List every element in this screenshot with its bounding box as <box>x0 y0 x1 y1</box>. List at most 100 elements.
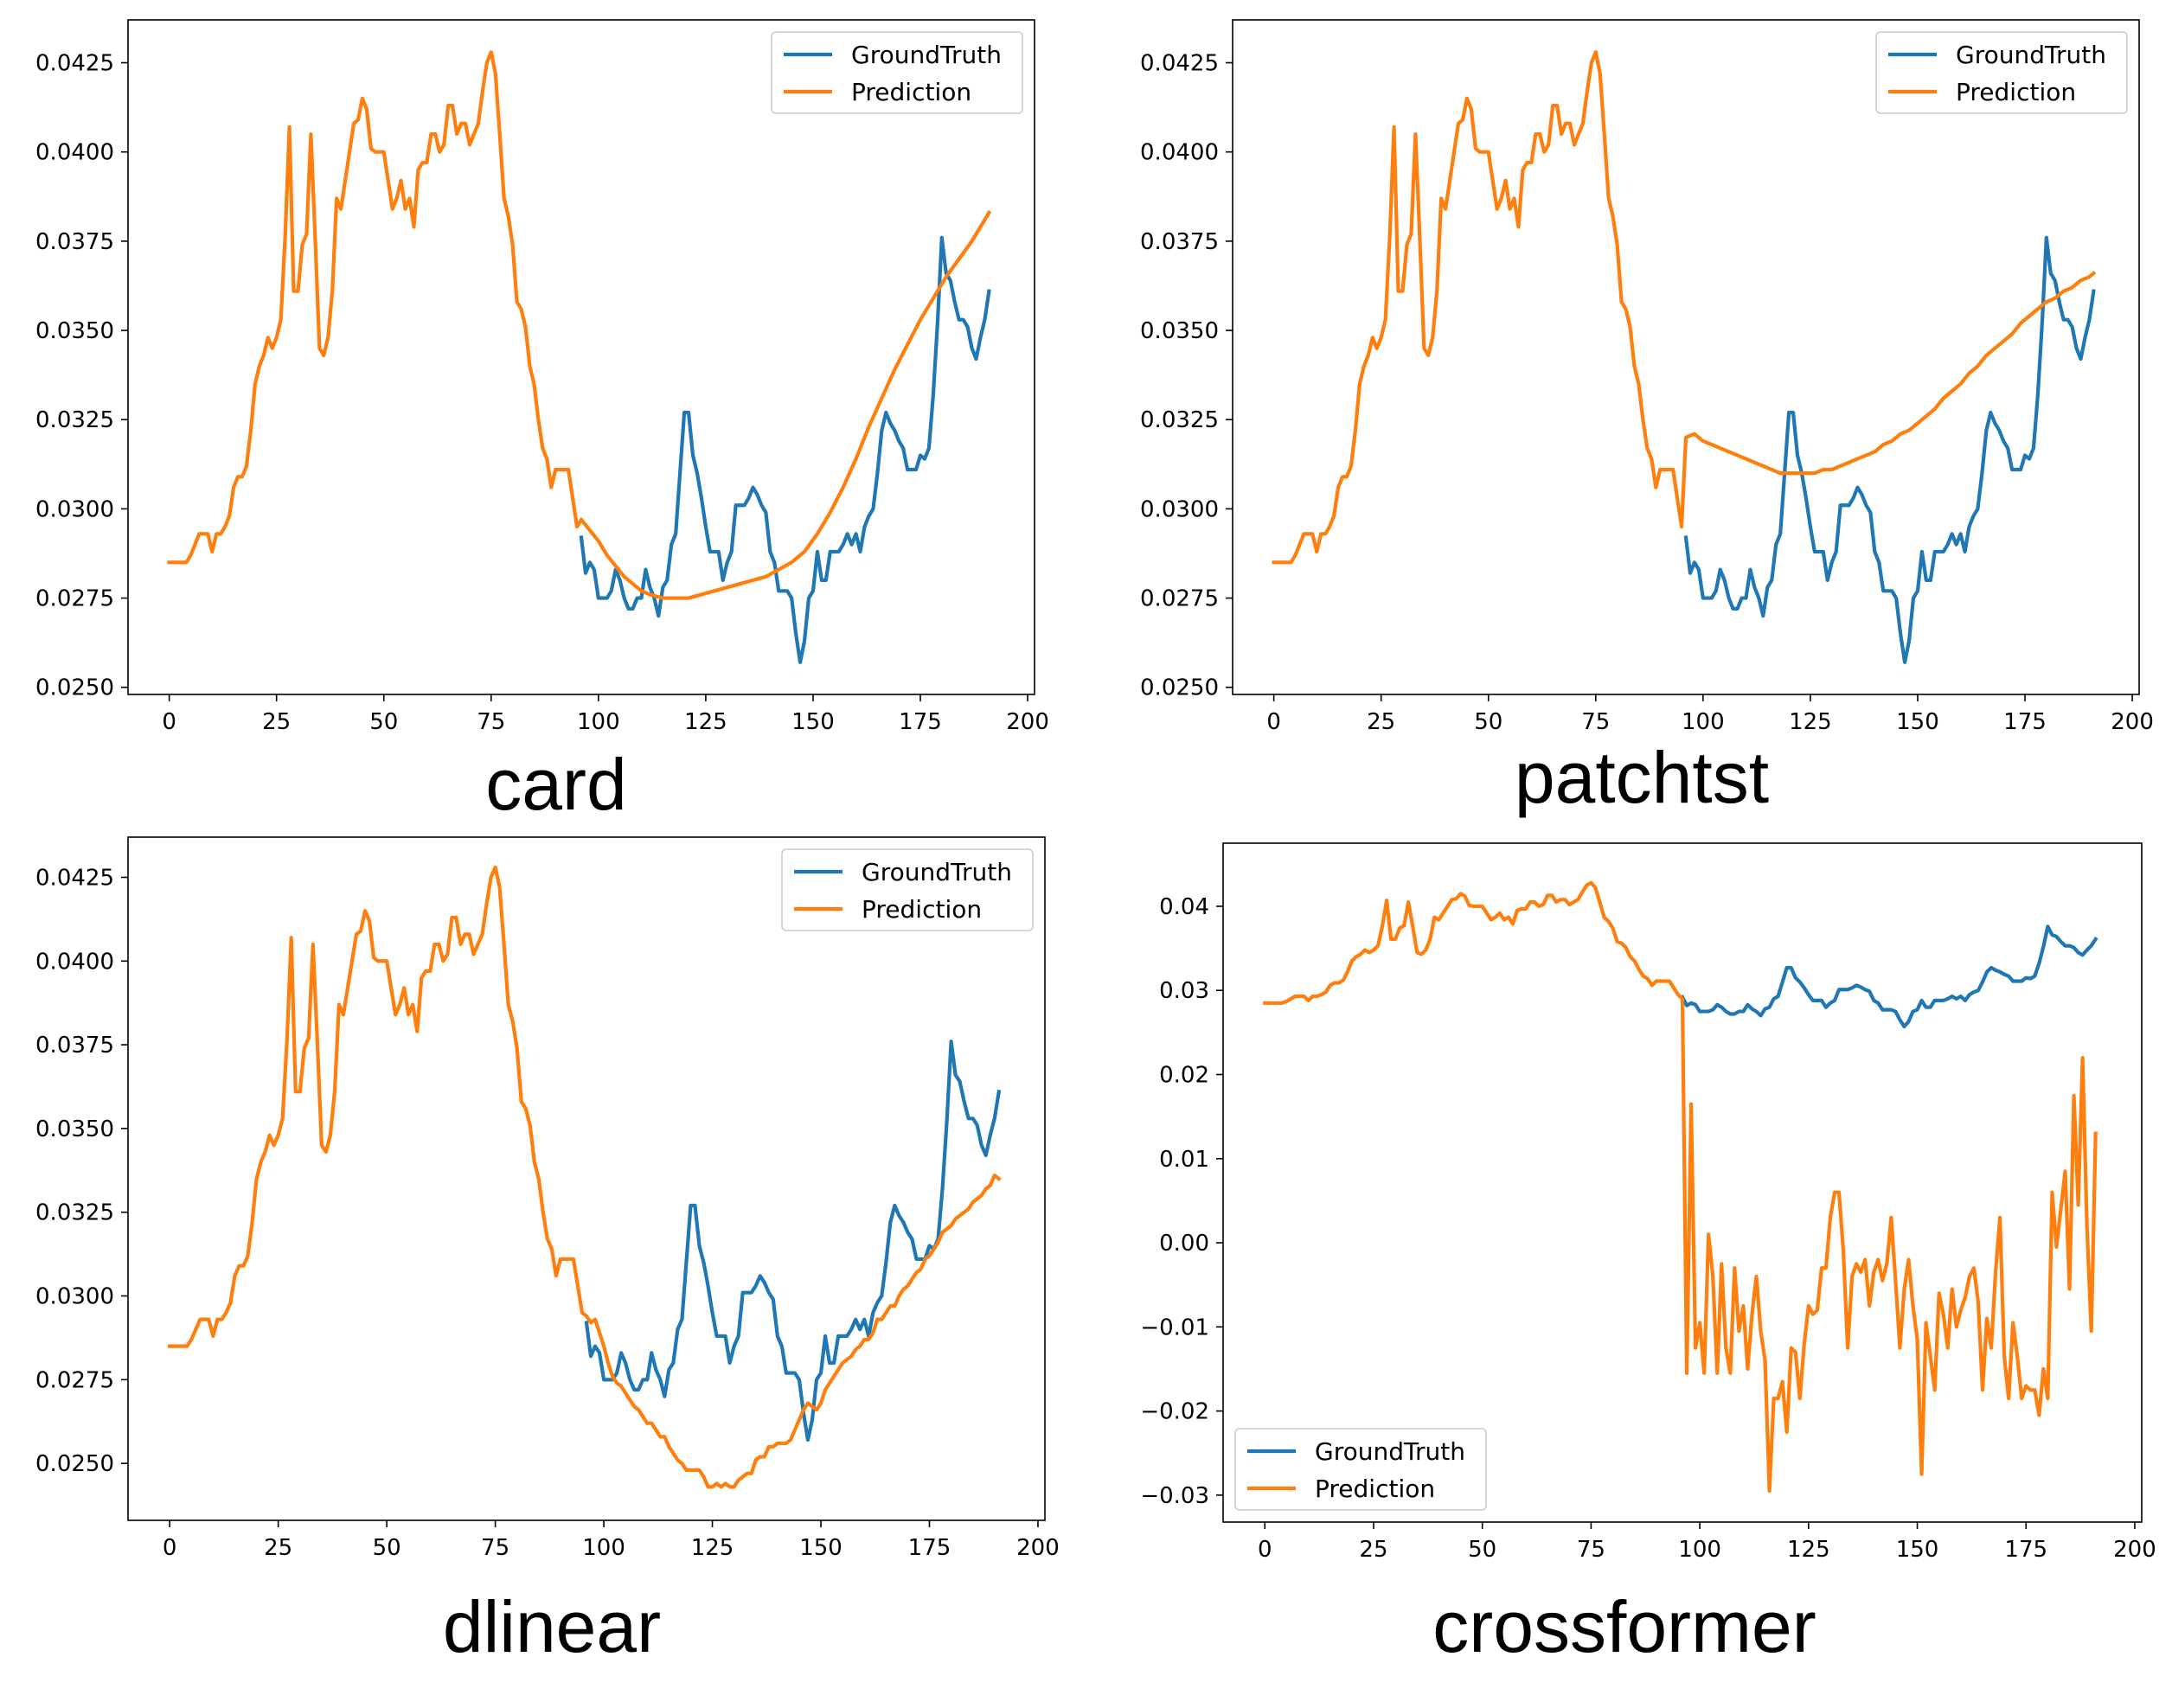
x-tick-label: 25 <box>264 1535 292 1561</box>
x-tick-label: 125 <box>1789 709 1832 735</box>
y-tick-label: 0.0325 <box>1140 407 1219 433</box>
y-tick-label: 0.0350 <box>35 1116 114 1142</box>
x-tick-label: 75 <box>481 1535 509 1561</box>
x-tick-label: 200 <box>2111 709 2154 735</box>
panel-card: card 0 25 50 75 100 125 150 175 200 0.0250 0.0275 0… <box>35 19 1049 825</box>
legend: GroundTruth Prediction <box>1875 31 2128 114</box>
y-tick-label: 0.0325 <box>35 1200 114 1226</box>
x-tick-label: 25 <box>1359 1537 1387 1563</box>
axes-frame <box>1232 19 2140 695</box>
x-tick-label: 0 <box>1266 709 1281 735</box>
legend-box <box>771 31 1023 114</box>
x-tick-label: 175 <box>2004 1537 2047 1563</box>
series-line-prediction <box>168 865 1002 1489</box>
x-tick-label: 150 <box>1896 709 1939 735</box>
x-tick-label: 50 <box>1474 709 1502 735</box>
y-tick-label: 0.01 <box>1159 1147 1209 1173</box>
y-tick-label: 0.0275 <box>35 1367 114 1393</box>
y-tick-label: −0.03 <box>1140 1483 1209 1509</box>
y-tick-label: 0.0425 <box>1140 51 1219 77</box>
x-tick-label: 125 <box>691 1535 734 1561</box>
series-line-groundtruth <box>1683 235 2096 664</box>
y-tick-label: 0.0400 <box>35 949 114 975</box>
legend: GroundTruth Prediction <box>771 31 1023 114</box>
axes-frame <box>127 19 1035 695</box>
caption-dlinear: dlinear <box>443 1586 661 1667</box>
axes-frame <box>127 836 1046 1521</box>
x-tick-label: 100 <box>582 1535 625 1561</box>
series-line-prediction <box>1263 880 2098 1494</box>
x-tick-label: 200 <box>1016 1535 1060 1561</box>
legend: GroundTruth Prediction <box>1234 1428 1487 1511</box>
y-tick-label: 0.0250 <box>1140 675 1219 701</box>
legend-label-prediction: Prediction <box>862 895 982 924</box>
y-tick-label: 0.0300 <box>1140 496 1219 522</box>
x-tick-label: 200 <box>1006 709 1049 735</box>
x-tick-label: 150 <box>799 1535 843 1561</box>
y-tick-label: 0.0375 <box>35 1033 114 1059</box>
legend-label-prediction: Prediction <box>1315 1475 1435 1503</box>
legend-label-groundtruth: GroundTruth <box>862 858 1012 886</box>
x-tick-label: 25 <box>1367 709 1395 735</box>
x-tick-label: 125 <box>1787 1537 1830 1563</box>
x-tick-label: 175 <box>2003 709 2047 735</box>
y-tick-label: −0.01 <box>1140 1315 1209 1340</box>
y-tick-label: 0.0300 <box>35 496 114 522</box>
legend-label-groundtruth: GroundTruth <box>851 41 1002 69</box>
x-tick-label: 100 <box>1678 1537 1721 1563</box>
legend-label-prediction: Prediction <box>1956 78 2076 106</box>
x-tick-label: 50 <box>369 709 398 735</box>
caption-card: card <box>485 744 626 825</box>
legend-label-groundtruth: GroundTruth <box>1315 1437 1465 1466</box>
series-line-prediction <box>1272 50 2097 565</box>
x-tick-label: 75 <box>1577 1537 1605 1563</box>
y-tick-label: 0.0400 <box>1140 140 1219 166</box>
x-tick-label: 0 <box>1258 1537 1272 1563</box>
y-tick-label: 0.0425 <box>35 51 114 77</box>
x-tick-label: 100 <box>1682 709 1725 735</box>
x-tick-label: 175 <box>908 1535 951 1561</box>
caption-crossformer: crossformer <box>1432 1586 1816 1667</box>
caption-patchtst: patchtst <box>1515 737 1769 818</box>
x-tick-label: 75 <box>477 709 505 735</box>
series-line-groundtruth <box>584 1040 1002 1443</box>
x-tick-label: 100 <box>577 709 620 735</box>
x-tick-label: 75 <box>1581 709 1610 735</box>
y-tick-label: 0.0350 <box>1140 318 1219 344</box>
legend: GroundTruth Prediction <box>781 848 1034 931</box>
series-line-prediction <box>167 50 992 600</box>
y-tick-label: 0.03 <box>1159 978 1209 1004</box>
y-tick-label: −0.02 <box>1140 1399 1209 1425</box>
x-tick-label: 0 <box>163 1535 177 1561</box>
legend-label-prediction: Prediction <box>851 78 971 106</box>
y-tick-label: 0.0400 <box>35 140 114 166</box>
x-tick-label: 150 <box>1896 1537 1939 1563</box>
y-tick-label: 0.0300 <box>35 1284 114 1310</box>
x-tick-label: 0 <box>162 709 176 735</box>
y-tick-label: 0.02 <box>1159 1063 1209 1089</box>
series-line-groundtruth <box>1680 924 2098 1029</box>
y-tick-label: 0.04 <box>1159 894 1209 920</box>
x-tick-label: 50 <box>1468 1537 1496 1563</box>
y-tick-label: 0.0375 <box>35 229 114 255</box>
x-tick-label: 25 <box>262 709 291 735</box>
x-tick-label: 175 <box>899 709 942 735</box>
x-tick-label: 150 <box>791 709 835 735</box>
y-tick-label: 0.0325 <box>35 407 114 433</box>
y-tick-label: 0.0275 <box>1140 586 1219 612</box>
legend-box <box>1875 31 2128 114</box>
y-tick-label: 0.0350 <box>35 318 114 344</box>
legend-label-groundtruth: GroundTruth <box>1956 41 2106 69</box>
legend-box <box>1234 1428 1487 1511</box>
axes-frame <box>1222 842 2143 1523</box>
panel-dlinear: dlinear 0 25 50 75 100 125 150 175 200 0.0250 0.02… <box>35 836 1060 1667</box>
x-tick-label: 200 <box>2113 1537 2156 1563</box>
y-tick-label: 0.0275 <box>35 586 114 612</box>
y-tick-label: 0.00 <box>1159 1231 1209 1257</box>
y-tick-label: 0.0250 <box>35 675 114 701</box>
panel-crossformer: crossformer 0 25 50 75 100 125 150 175 200 −0.03 −… <box>1140 842 2156 1667</box>
y-tick-label: 0.0250 <box>35 1451 114 1477</box>
y-tick-label: 0.0375 <box>1140 229 1219 255</box>
legend-box <box>781 848 1034 931</box>
